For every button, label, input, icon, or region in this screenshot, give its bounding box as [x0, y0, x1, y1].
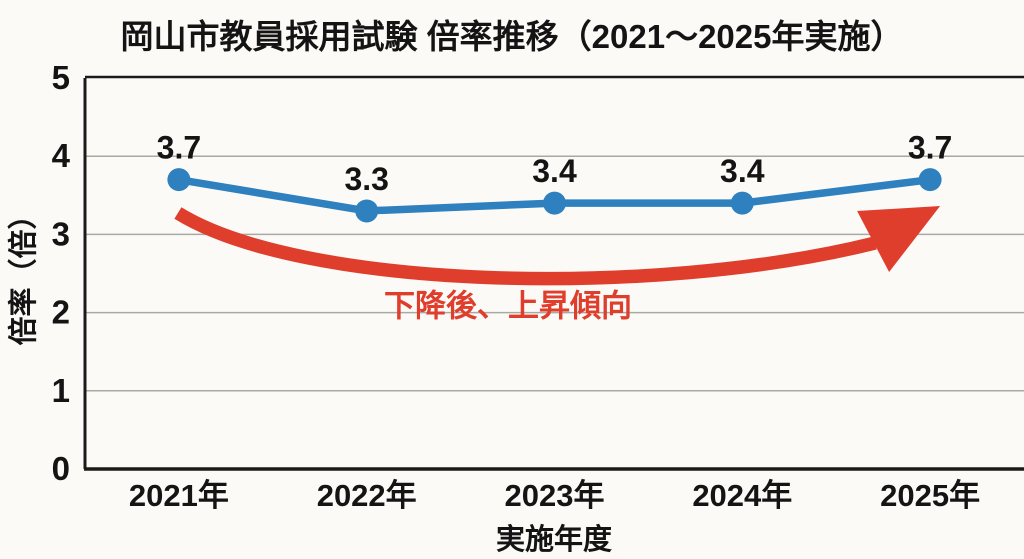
trend-arrow-shaft [174, 207, 877, 286]
x-axis-title: 実施年度 [495, 524, 613, 556]
x-tick-label: 2025年 [880, 478, 980, 513]
data-point-marker [918, 168, 942, 192]
y-tick-label: 2 [52, 294, 70, 331]
y-tick-label: 3 [52, 215, 70, 252]
data-point-marker [167, 168, 191, 192]
data-label: 3.3 [344, 161, 388, 197]
trend-arrow-head [857, 206, 941, 272]
chart-title: 岡山市教員採用試験 倍率推移（2021～2025年実施） [120, 18, 904, 55]
y-tick-label: 4 [52, 137, 71, 174]
data-point-marker [730, 191, 754, 215]
data-label: 3.4 [532, 153, 577, 189]
x-tick-label: 2021年 [129, 478, 229, 513]
data-point-marker [355, 199, 379, 223]
x-tick-label: 2023年 [505, 478, 605, 513]
data-label: 3.7 [157, 130, 201, 166]
data-label: 3.4 [720, 153, 765, 189]
trend-annotation: 下降後、上昇傾向 [384, 288, 632, 324]
data-label: 3.7 [908, 130, 952, 166]
x-tick-label: 2022年 [317, 478, 417, 513]
y-tick-label: 1 [52, 372, 70, 409]
data-point-marker [543, 191, 566, 215]
y-tick-label: 0 [52, 450, 70, 487]
x-tick-label: 2024年 [692, 478, 792, 513]
y-tick-label: 5 [52, 59, 70, 96]
